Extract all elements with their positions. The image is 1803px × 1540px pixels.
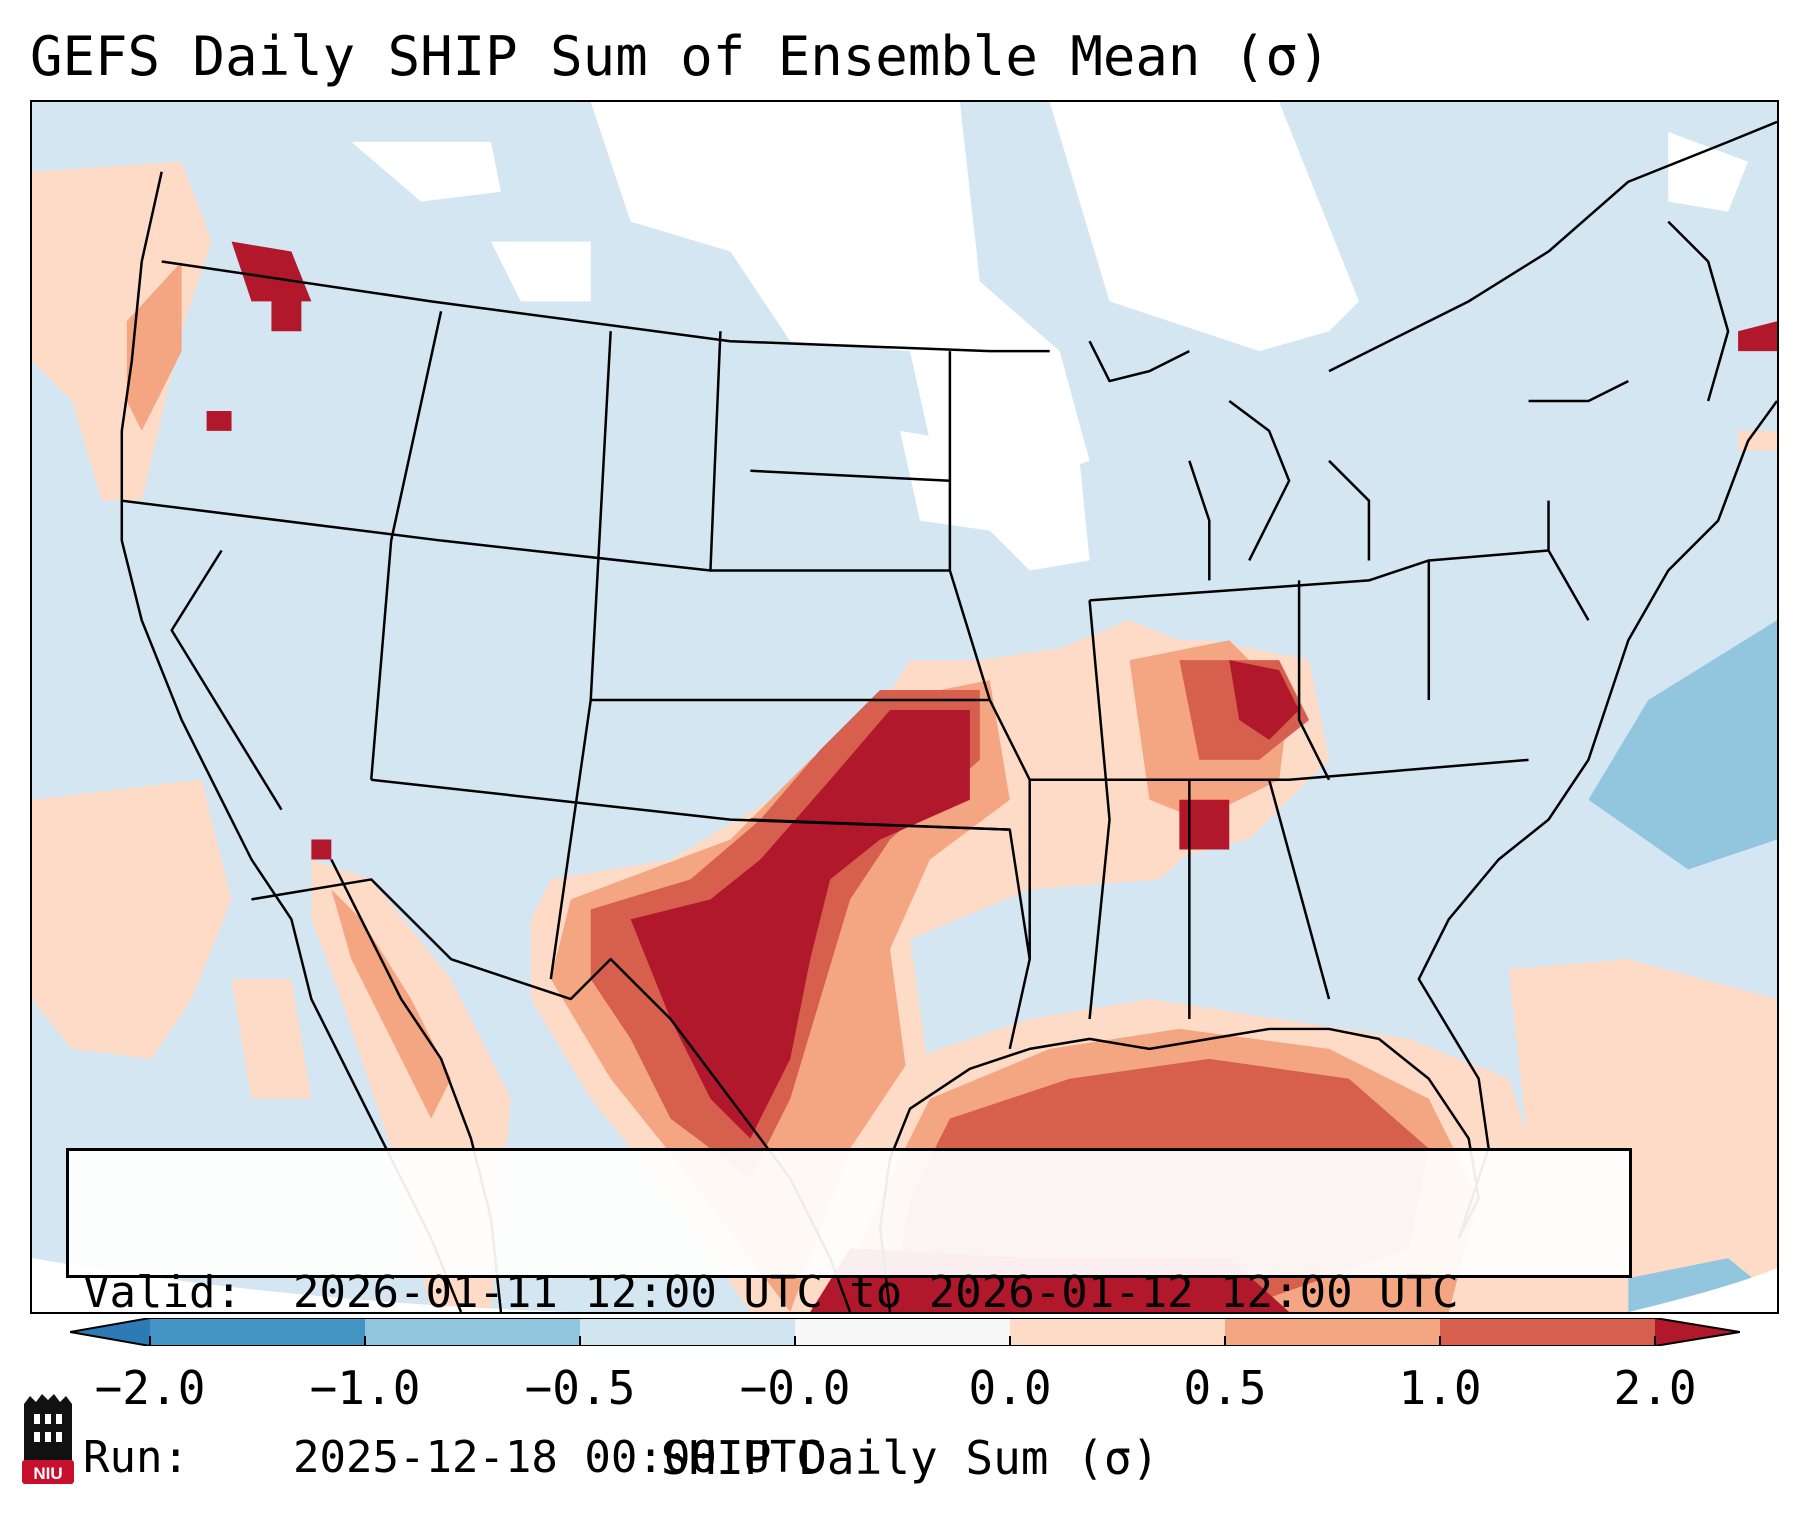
colorbar-bin-6 — [1225, 1318, 1440, 1346]
anomaly-pacific-nw — [32, 162, 311, 501]
run-label: Run: — [83, 1430, 293, 1485]
neutral-zone-north — [351, 102, 1748, 570]
colorbar-svg — [70, 1318, 1740, 1346]
colorbar-tick-label: 0.5 — [1183, 1360, 1266, 1416]
colorbar-extend-max — [1655, 1318, 1740, 1346]
colorbar-bin-5 — [1010, 1318, 1225, 1346]
chart-title: GEFS Daily SHIP Sum of Ensemble Mean (σ) — [30, 22, 1330, 92]
colorbar-tick-label: 2.0 — [1613, 1360, 1696, 1416]
logo-text: NIU — [33, 1464, 62, 1483]
colorbar-tick-label: 1.0 — [1398, 1360, 1481, 1416]
colorbar-bin-3 — [580, 1318, 795, 1346]
colorbar-tick-label: −0.0 — [740, 1360, 851, 1416]
colorbar-bin-7 — [1440, 1318, 1655, 1346]
anomaly-map — [32, 102, 1777, 1312]
colorbar-tick-label: −2.0 — [95, 1360, 206, 1416]
colorbar-bin-2 — [365, 1318, 580, 1346]
niu-logo: NIU — [18, 1390, 78, 1486]
colorbar-label: SHIP Daily Sum (σ) — [661, 1428, 1160, 1488]
anomaly-maritimes — [1738, 321, 1777, 351]
colorbar-extend-min — [70, 1318, 150, 1346]
colorbar-bin-1 — [150, 1318, 365, 1346]
colorbar-tick-label: 0.0 — [968, 1360, 1051, 1416]
colorbar-bin-4 — [795, 1318, 1010, 1346]
colorbar — [70, 1318, 1740, 1346]
colorbar-tick-label: −0.5 — [525, 1360, 636, 1416]
colorbar-tick-label: −1.0 — [310, 1360, 421, 1416]
valid-label: Valid: — [83, 1265, 293, 1320]
anomaly-pacific-sw — [32, 780, 311, 1099]
info-box: Valid: 2026-01-11 12:00 UTC to 2026-01-12… — [66, 1148, 1632, 1278]
map-panel — [30, 100, 1779, 1314]
valid-value: 2026-01-11 12:00 UTC to 2026-01-12 12:00… — [293, 1267, 1459, 1318]
